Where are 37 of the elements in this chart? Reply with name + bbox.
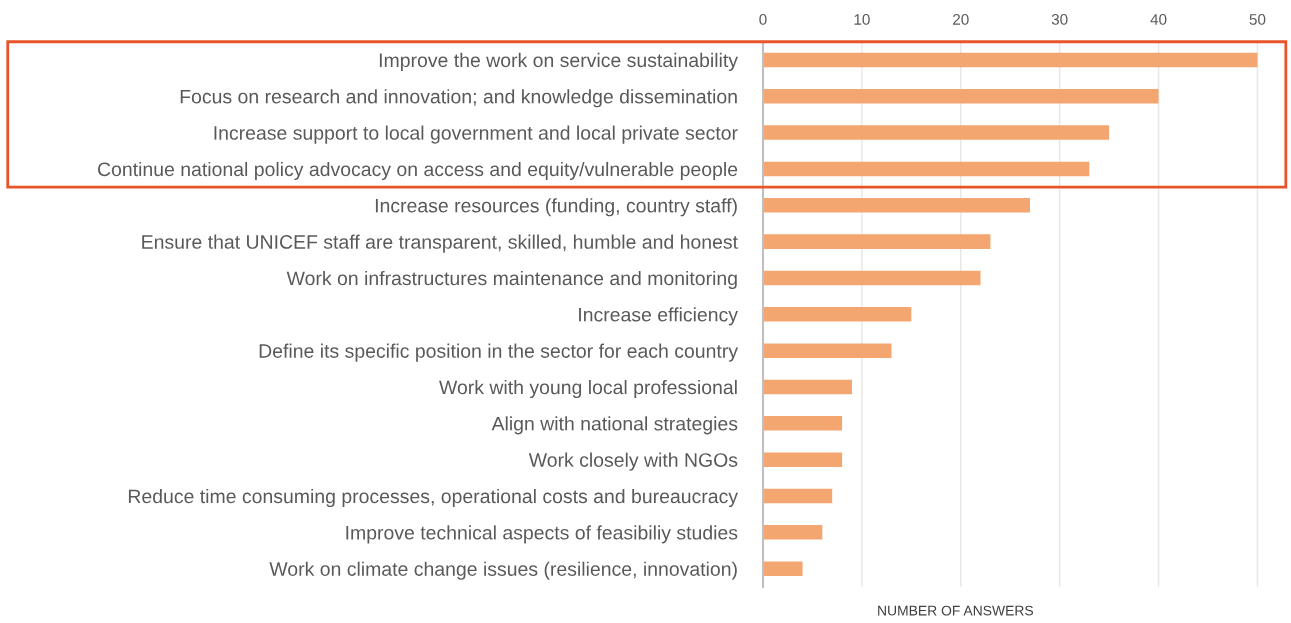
bar: [762, 561, 803, 576]
bar: [762, 343, 892, 358]
bar: [762, 379, 852, 395]
bar: [762, 416, 843, 431]
bar: [762, 198, 1030, 213]
x-tick-label: 10: [854, 14, 870, 25]
bar: [762, 307, 912, 322]
bar: [762, 488, 833, 504]
y-tick-label: Work closely with NGOs: [528, 452, 738, 471]
y-tick-label: Align with national strategies: [491, 416, 738, 435]
y-tick-label: Work on climate change issues (resilience, innovation): [269, 561, 737, 580]
y-tick-label: Reduce time consuming processes, operational costs and bureaucracy: [128, 488, 738, 508]
y-tick-label: Improve the work on service sustainability: [379, 52, 738, 71]
y-tick-label: Continue national policy advocacy on access and equity/vulnerable people: [98, 161, 738, 181]
y-tick-label: Focus on research and innovation; and knowledge dissemination: [180, 89, 737, 108]
y-tick-label: Improve technical aspects of feasibiliy studies: [346, 525, 738, 544]
x-tick-label: 40: [1150, 14, 1167, 25]
bar: [762, 125, 1110, 140]
y-tick-label: Ensure that UNICEF staff are transparent, skilled, humble and honest: [142, 234, 738, 253]
bar: [762, 452, 843, 467]
y-tick-label: Work with young local professional: [439, 379, 737, 399]
y-tick-label: Increase resources (funding, country staff): [375, 198, 737, 217]
x-tick-label: 30: [1051, 14, 1068, 25]
y-tick-label: Define its specific position in the sector for each country: [259, 343, 738, 362]
bar: [762, 270, 981, 286]
x-tick-label: 20: [953, 14, 969, 25]
y-tick-label: Work on infrastructures maintenance and monitoring: [286, 270, 737, 290]
x-tick-label: 50: [1249, 14, 1266, 25]
y-tick-label: Increase efficiency: [579, 307, 738, 326]
bar: [762, 525, 823, 540]
bar: [762, 234, 991, 249]
bar: [762, 161, 1090, 177]
bar: [762, 52, 1258, 68]
bar: [762, 88, 1159, 104]
x-axis-title: NUMBER OF ANSWERS: [878, 605, 1034, 616]
x-tick-label: 0: [759, 14, 767, 25]
y-tick-label: Increase support to local government and local private sector: [214, 125, 738, 144]
